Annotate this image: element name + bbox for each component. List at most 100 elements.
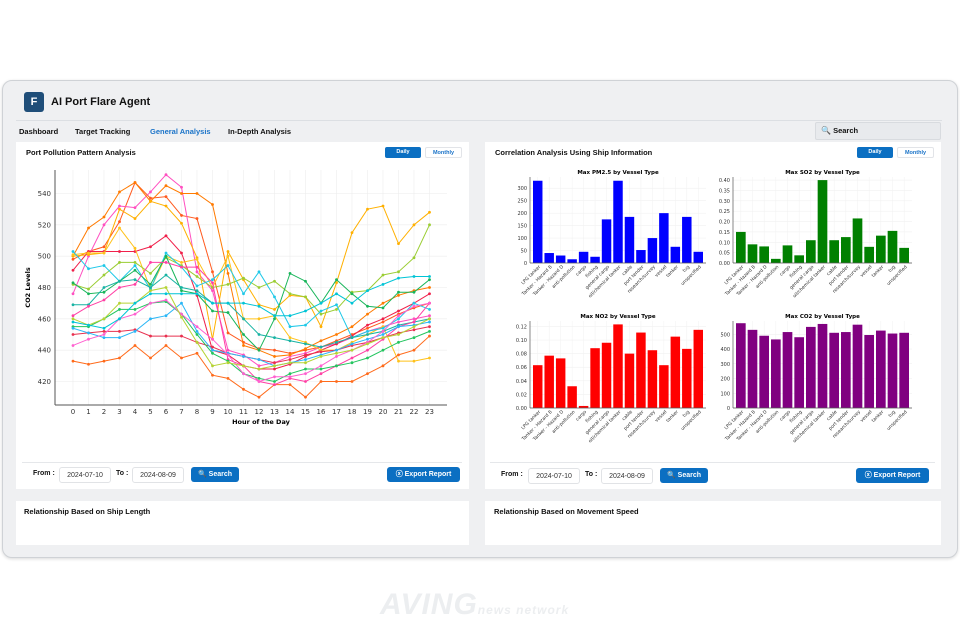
data-point — [288, 361, 292, 365]
tab-target-tracking[interactable]: Target Tracking — [75, 127, 131, 136]
bar — [759, 335, 769, 408]
x-tick-label: 2 — [102, 408, 106, 416]
bar — [624, 216, 635, 263]
x-tick-label: tanker — [871, 409, 886, 424]
daily-toggle[interactable]: Daily — [385, 147, 421, 158]
data-point — [288, 372, 292, 376]
series-line — [72, 276, 430, 329]
data-point — [180, 289, 183, 293]
y-tick-label: 0 — [524, 261, 527, 267]
data-point — [319, 380, 323, 383]
data-point — [412, 275, 416, 278]
data-point — [195, 192, 199, 195]
data-point — [335, 340, 338, 344]
monthly-toggle[interactable]: Monthly — [425, 147, 462, 158]
data-point — [102, 329, 106, 333]
data-point — [164, 344, 168, 347]
x-tick-label: tug — [887, 409, 897, 419]
co2-bar-chart: Max CO2 by Vessel Type0100200300400500LP… — [720, 314, 912, 444]
data-point — [133, 308, 137, 311]
data-point — [242, 372, 245, 376]
x-tick-label: 3 — [117, 408, 121, 416]
bar — [682, 216, 692, 263]
data-point — [335, 308, 338, 311]
data-point — [335, 348, 338, 352]
series-line — [72, 227, 430, 362]
tab-in-depth-analysis[interactable]: In-Depth Analysis — [228, 127, 292, 136]
data-point — [149, 317, 152, 321]
data-point — [428, 278, 431, 282]
x-tick-label: 20 — [379, 408, 388, 416]
search-icon: 🔍 — [197, 471, 207, 478]
data-point — [273, 295, 276, 299]
data-point — [226, 272, 230, 275]
data-point — [87, 287, 90, 291]
data-point — [87, 323, 90, 327]
y-tick-label: 0.12 — [516, 324, 527, 330]
search-button[interactable]: 🔍 Search — [191, 467, 239, 482]
data-point — [273, 364, 276, 368]
to-date-input[interactable]: 2024-08-09 — [132, 467, 184, 483]
data-point — [149, 282, 152, 286]
download-icon: ⓧ — [395, 471, 403, 478]
data-point — [397, 276, 400, 280]
x-tick-label: 19 — [363, 408, 372, 416]
panel-title: Relationship Based on Movement Speed — [494, 507, 639, 516]
data-point — [397, 242, 400, 246]
x-tick-label: 10 — [224, 408, 233, 416]
export-report-button[interactable]: ⓧ Export Report — [856, 468, 929, 483]
from-date-input[interactable]: 2024-07-10 — [528, 468, 580, 484]
daily-toggle[interactable]: Daily — [857, 147, 893, 158]
y-tick-label: 0.04 — [516, 379, 527, 385]
data-point — [102, 317, 106, 321]
search-input[interactable]: 🔍 Search — [815, 122, 941, 140]
x-tick-label: 8 — [195, 408, 199, 416]
tab-general-analysis[interactable]: General Analysis — [150, 127, 211, 136]
data-point — [242, 344, 245, 347]
data-point — [257, 358, 261, 361]
data-point — [118, 308, 121, 311]
data-point — [180, 292, 183, 296]
data-point — [102, 251, 106, 255]
search-button[interactable]: 🔍 Search — [660, 468, 708, 483]
y-tick-label: 0.30 — [719, 199, 730, 205]
data-point — [118, 207, 121, 211]
data-point — [180, 192, 183, 195]
data-point — [242, 387, 245, 391]
data-point — [180, 214, 183, 217]
bar — [841, 332, 851, 408]
data-point — [242, 364, 245, 368]
tab-dashboard[interactable]: Dashboard — [19, 127, 59, 136]
data-point — [366, 326, 369, 330]
data-point — [273, 375, 276, 379]
data-point — [304, 295, 307, 299]
x-tick-label: 5 — [148, 408, 152, 416]
data-point — [118, 317, 121, 321]
x-tick-label: 7 — [179, 408, 183, 416]
to-date-input[interactable]: 2024-08-09 — [601, 468, 653, 484]
data-point — [133, 206, 137, 209]
data-point — [118, 286, 121, 289]
y-tick-label: 100 — [720, 391, 730, 397]
data-point — [242, 355, 245, 358]
data-point — [87, 226, 90, 230]
data-point — [211, 278, 214, 282]
x-tick-label: 17 — [332, 408, 341, 416]
x-tick-label: unspecified — [886, 409, 909, 432]
export-report-button[interactable]: ⓧ Export Report — [387, 467, 460, 482]
from-date-input[interactable]: 2024-07-10 — [59, 467, 111, 483]
header-divider — [16, 120, 942, 121]
data-point — [211, 281, 214, 285]
data-point — [350, 342, 354, 346]
data-point — [257, 376, 261, 380]
data-point — [164, 314, 168, 318]
y-tick-label: 150 — [517, 224, 527, 230]
data-point — [195, 333, 199, 336]
data-point — [366, 304, 369, 308]
data-point — [366, 342, 369, 346]
x-tick-label: unspecified — [680, 264, 703, 287]
data-point — [133, 181, 137, 184]
monthly-toggle[interactable]: Monthly — [897, 147, 934, 158]
data-point — [102, 326, 106, 330]
data-point — [133, 312, 137, 316]
